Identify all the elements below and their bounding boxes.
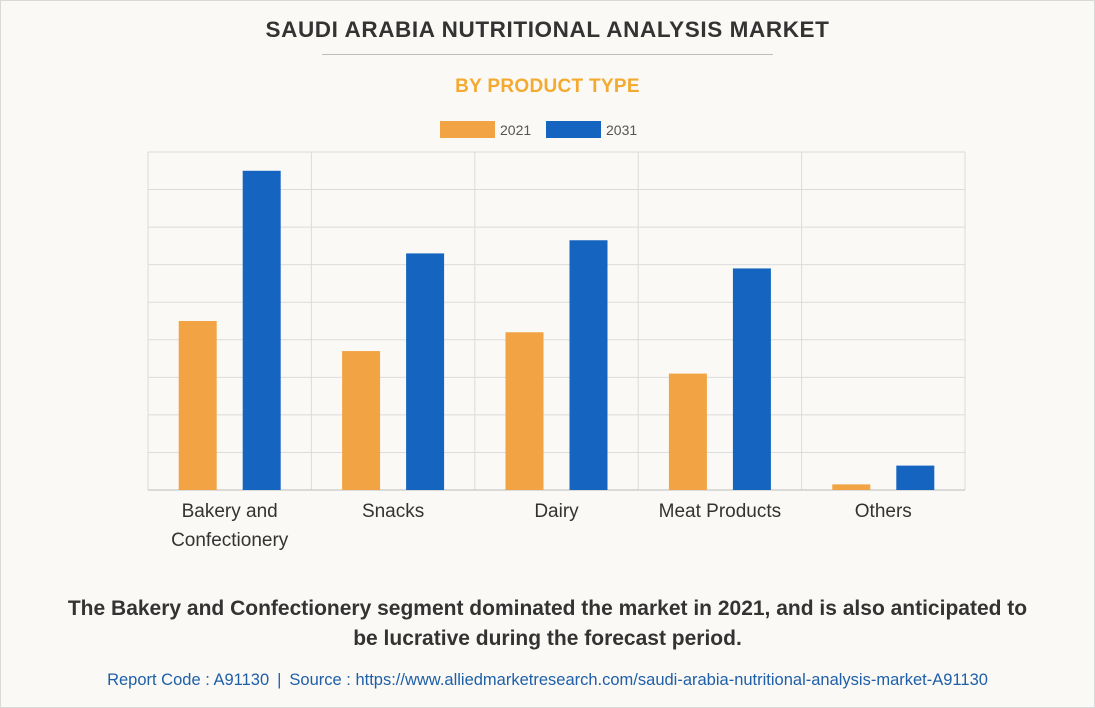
footer: Report Code : A91130 | Source : https://ww…	[0, 671, 1095, 690]
legend-label-2021: 2021	[500, 122, 531, 138]
legend-swatch-2021	[440, 121, 495, 138]
bar-2021-3	[668, 373, 707, 490]
chart-caption: The Bakery and Confectionery segment dom…	[67, 597, 1028, 650]
x-tick-label: Others	[855, 501, 912, 522]
source-link[interactable]: Source : https://www.alliedmarketresearc…	[289, 671, 988, 689]
bar-2031-4	[896, 465, 935, 490]
report-code: Report Code : A91130	[107, 671, 270, 689]
title-divider	[322, 54, 773, 55]
bar-2021-1	[342, 351, 381, 490]
x-tick-label: Snacks	[362, 501, 424, 522]
bar-2031-2	[569, 240, 608, 490]
chart-subtitle: BY PRODUCT TYPE	[455, 76, 640, 97]
x-tick-label: Meat Products	[659, 501, 782, 522]
footer-separator: |	[277, 671, 282, 689]
bar-2021-0	[178, 321, 217, 490]
x-tick-label: Dairy	[534, 501, 579, 522]
legend-swatch-2031	[546, 121, 601, 138]
chart-title: SAUDI ARABIA NUTRITIONAL ANALYSIS MARKET	[265, 17, 830, 42]
bar-2031-1	[406, 253, 445, 490]
bar-2031-0	[242, 170, 281, 490]
bar-2021-2	[505, 332, 544, 490]
bar-2021-4	[832, 484, 871, 490]
legend-label-2031: 2031	[606, 122, 637, 138]
x-tick-label: Confectionery	[171, 530, 289, 551]
x-tick-label: Bakery and	[182, 501, 278, 522]
bar-2031-3	[732, 268, 771, 490]
